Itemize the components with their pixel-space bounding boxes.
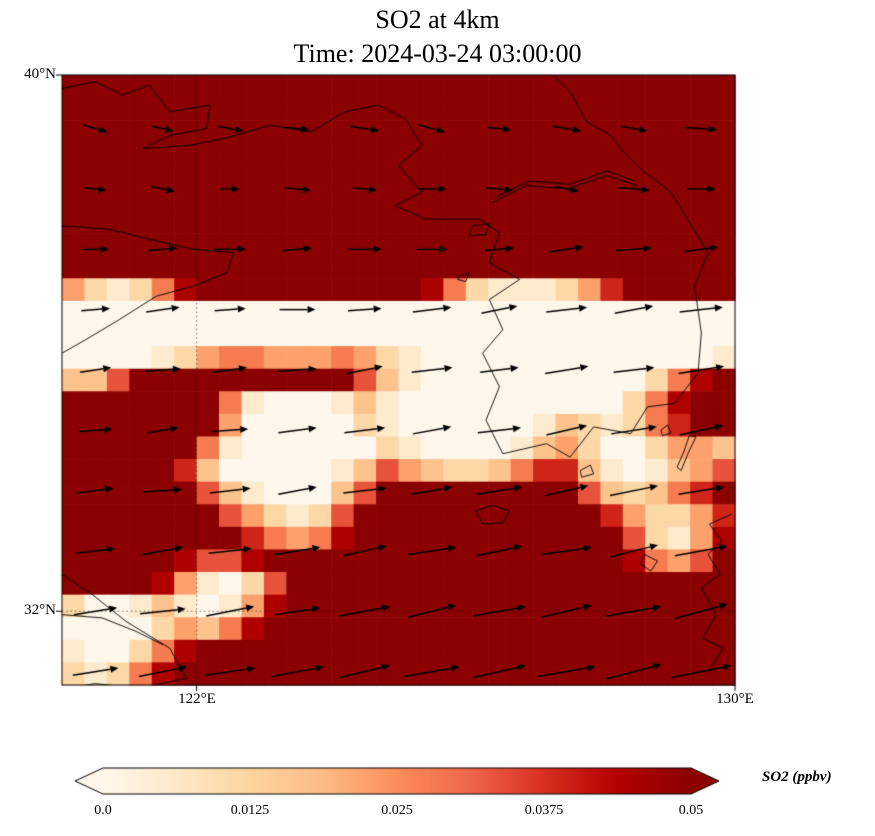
chart-subtitle: Time: 2024-03-24 03:00:00 [293,39,582,68]
y-axis-tick-32n: 32°N [24,602,56,618]
colorbar-tick-2: 0.025 [381,803,413,818]
map-plot [0,0,875,745]
chart-title: SO2 at 4km [375,5,500,34]
colorbar [72,766,732,796]
colorbar-tick-0: 0.0 [94,803,112,818]
x-axis-tick-130e: 130°E [716,691,754,707]
colorbar-label: SO2 (ppbv) [762,769,832,785]
x-axis-tick-122e: 122°E [178,691,216,707]
colorbar-tick-3: 0.0375 [524,803,564,818]
y-axis-tick-40n: 40°N [24,66,56,82]
colorbar-tick-4: 0.05 [678,803,704,818]
colorbar-tick-1: 0.0125 [230,803,270,818]
